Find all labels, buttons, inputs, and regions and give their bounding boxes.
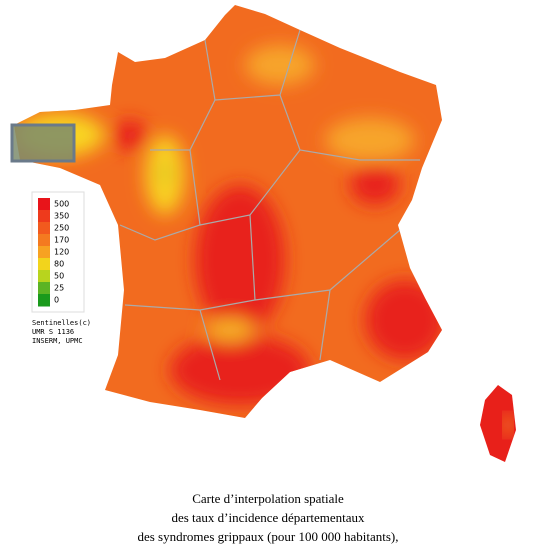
credit: UMR S 1136 (32, 328, 74, 336)
inset-box (10, 123, 76, 163)
legend-swatch (38, 258, 50, 271)
legend-label: 50 (54, 272, 64, 281)
legend-swatch (38, 234, 50, 247)
legend-label: 170 (54, 236, 69, 245)
credit: Sentinelles(c) (32, 319, 91, 327)
caption: Carte d’interpolation spatiale (192, 491, 344, 506)
legend-label: 250 (54, 224, 69, 233)
corsica-heatmap (480, 385, 516, 462)
legend-label: 120 (54, 248, 69, 257)
legend-swatch (38, 294, 50, 307)
caption: des syndromes grippaux (pour 100 000 hab… (137, 529, 398, 544)
legend-swatch (38, 198, 50, 211)
legend-swatch (38, 210, 50, 223)
legend-label: 25 (54, 284, 64, 293)
legend-swatch (38, 246, 50, 259)
credit: INSERM, UPMC (32, 337, 83, 345)
legend-label: 80 (54, 260, 64, 269)
legend-swatch (38, 270, 50, 283)
legend-label: 0 (54, 296, 59, 305)
caption: des taux d’incidence départementaux (171, 510, 365, 525)
legend-swatch (38, 222, 50, 235)
legend-label: 500 (54, 200, 69, 209)
legend-swatch (38, 282, 50, 295)
legend-label: 350 (54, 212, 69, 221)
